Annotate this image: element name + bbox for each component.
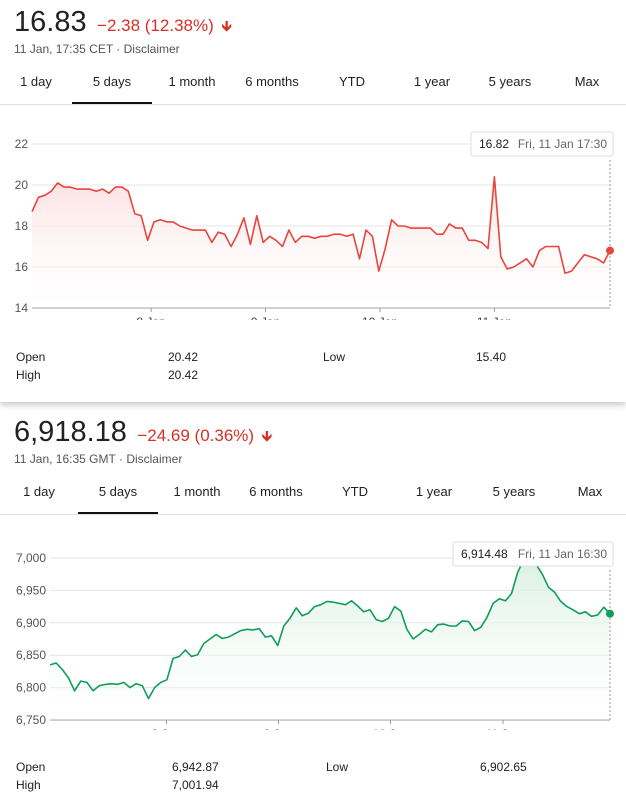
stock-panel-2: 6,918.18 −24.69 (0.36%) 🡻 11 Jan, 16:35 … [0, 410, 626, 804]
x-tick-label: 9 Jan [264, 727, 293, 730]
y-tick-label: 6,750 [16, 713, 46, 727]
x-tick-label: 11 Jan [477, 315, 512, 320]
x-tick-label: 8 Jan [136, 315, 165, 320]
x-tick-label: 8 Jan [152, 727, 181, 730]
y-tick-label: 22 [15, 137, 29, 151]
y-tick-label: 14 [15, 301, 29, 315]
open-value: 6,942.87 [172, 760, 219, 774]
down-arrow-icon: 🡻 [261, 428, 273, 445]
y-tick-label: 6,900 [16, 616, 46, 630]
tab-1-year[interactable]: 1 year [415, 484, 453, 499]
price-chart[interactable]: 14 16 18 20 22 8 Jan 9 Jan 10 Jan 11 Jan 16.82 Fri… [0, 120, 626, 320]
x-tick-label: 9 Jan [251, 315, 280, 320]
x-tick-label: 10 Jan [362, 315, 398, 320]
tab-5-years[interactable]: 5 years [492, 484, 536, 499]
tab-ytd[interactable]: YTD [339, 74, 365, 89]
disclaimer-link[interactable]: Disclaimer [126, 452, 183, 466]
disclaimer-link[interactable]: Disclaimer [123, 42, 180, 56]
separator: · [116, 42, 124, 56]
tooltip-box [470, 131, 614, 157]
price-change: −24.69 (0.36%) [137, 426, 255, 445]
low-value: 6,902.65 [480, 760, 527, 774]
open-label: Open [16, 350, 46, 364]
high-label: High [16, 368, 41, 382]
tab-ytd[interactable]: YTD [342, 484, 368, 499]
price-row: 16.83 −2.38 (12.38%) 🡻 [14, 6, 232, 41]
high-label: High [16, 778, 41, 792]
stock-panel-1: 16.83 −2.38 (12.38%) 🡻 11 Jan, 17:35 CET… [0, 6, 626, 382]
open-value: 20.42 [168, 350, 199, 364]
timestamp: 11 Jan, 16:35 GMT [14, 452, 116, 466]
y-tick-label: 20 [15, 178, 29, 192]
tab-1-year[interactable]: 1 year [413, 74, 451, 89]
timestamp-line: 11 Jan, 17:35 CET · Disclaimer [14, 42, 180, 56]
timestamp: 11 Jan, 17:35 CET [14, 42, 113, 56]
series-line [49, 555, 611, 700]
high-value: 20.42 [168, 368, 199, 382]
y-tick-label: 7,000 [16, 551, 46, 565]
tab-1-day[interactable]: 1 day [20, 74, 52, 89]
low-label: Low [326, 760, 349, 774]
tooltip-time: Fri, 11 Jan 16:30 [518, 547, 607, 561]
low-label: Low [323, 350, 346, 364]
series-area [32, 176, 610, 308]
low-value: 15.40 [476, 350, 507, 364]
tooltip-point [606, 246, 614, 255]
tab-6-months[interactable]: 6 months [245, 74, 299, 89]
tooltip-box [452, 541, 614, 567]
tooltip-value: 6,914.48 [461, 547, 508, 561]
down-arrow-icon: 🡻 [221, 18, 232, 35]
tab-1-day[interactable]: 1 day [23, 484, 55, 499]
y-tick-label: 6,850 [16, 648, 46, 662]
series-line [31, 176, 611, 274]
tooltip-time: Fri, 11 Jan 17:30 [518, 137, 607, 151]
x-tick-label: 11 Jan [485, 727, 520, 730]
range-tabs: 1 day 5 days 1 month 6 months YTD 1 year 5 yea… [0, 478, 626, 515]
tab-6-months[interactable]: 6 months [249, 484, 303, 499]
y-tick-label: 6,800 [16, 681, 46, 695]
tab-max[interactable]: Max [577, 484, 603, 499]
tab-1-month[interactable]: 1 month [168, 74, 216, 89]
open-label: Open [16, 760, 46, 774]
price-chart[interactable]: 6,750 6,800 6,850 6,900 6,950 7,000 8 Jan 9 Jan… [0, 530, 626, 730]
current-price: 6,918.18 [14, 416, 127, 448]
tab-max[interactable]: Max [574, 74, 600, 89]
tab-1-month[interactable]: 1 month [173, 484, 221, 499]
tab-5-days[interactable]: 5 days [78, 478, 158, 514]
y-tick-label: 16 [15, 260, 29, 274]
tab-5-days[interactable]: 5 days [72, 68, 152, 104]
x-tick-label: 10 Jan [372, 727, 408, 730]
series-area [50, 556, 610, 720]
price-change: −2.38 (12.38%) [97, 16, 214, 35]
price-row: 6,918.18 −24.69 (0.36%) 🡻 [14, 416, 272, 451]
tooltip-point [606, 609, 614, 618]
separator: · [118, 452, 127, 466]
y-tick-label: 6,950 [16, 583, 46, 597]
range-tabs: 1 day 5 days 1 month 6 months YTD 1 year 5 yea… [0, 68, 626, 105]
y-tick-label: 18 [15, 219, 29, 233]
high-value: 7,001.94 [172, 778, 219, 792]
current-price: 16.83 [14, 6, 87, 38]
tooltip-value: 16.82 [479, 137, 509, 151]
timestamp-line: 11 Jan, 16:35 GMT · Disclaimer [14, 452, 182, 466]
tab-5-years[interactable]: 5 years [488, 74, 532, 89]
